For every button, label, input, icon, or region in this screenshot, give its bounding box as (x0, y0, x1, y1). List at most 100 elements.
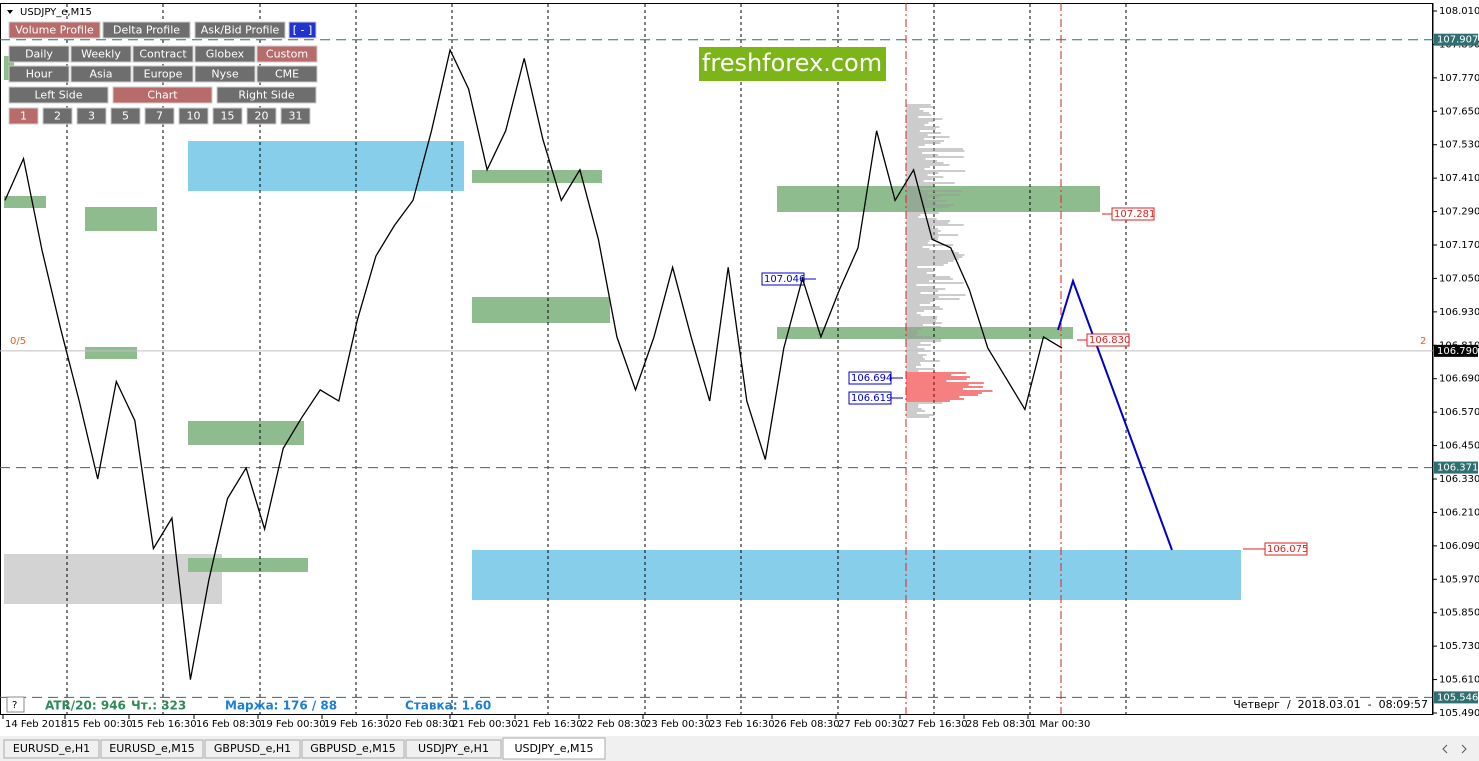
toolbar-button[interactable] (212, 107, 243, 125)
tab[interactable] (301, 739, 405, 759)
tab[interactable] (3, 739, 100, 759)
x-tick-label: 19 Feb 16:30 (324, 719, 390, 730)
zone-green (472, 297, 610, 323)
toolbar-button[interactable] (280, 107, 311, 125)
y-tick-label: 107.650 (1439, 106, 1479, 117)
annotation: 107.281 (1114, 209, 1155, 220)
toolbar-button[interactable] (110, 107, 141, 125)
toolbar-button[interactable] (194, 45, 256, 63)
toolbar-button[interactable] (178, 107, 209, 125)
toolbar-button[interactable] (8, 107, 39, 125)
y-tick-label: 105.490 (1439, 708, 1479, 719)
y-tick-label: 106.330 (1439, 474, 1479, 485)
toolbar-label: Ask/Bid Profile (201, 24, 280, 37)
zone-green (777, 186, 1100, 212)
x-tick-label: 26 Feb 08:30 (774, 719, 840, 730)
zone-gray (4, 554, 222, 604)
x-tick-label: 16 Feb 08:30 (196, 719, 262, 730)
toolbar-button[interactable] (194, 65, 256, 83)
annotation: 106.694 (851, 373, 892, 384)
toolbar-button[interactable] (8, 86, 109, 104)
y-tick-label: 107.170 (1439, 240, 1479, 251)
y-tick-label: 106.450 (1439, 441, 1479, 452)
x-tick-label: 21 Feb 00:30 (452, 719, 518, 730)
toolbar-button[interactable] (8, 65, 70, 83)
toolbar-button[interactable] (194, 21, 286, 39)
toolbar-button[interactable] (246, 107, 277, 125)
toolbar-button[interactable] (216, 86, 317, 104)
toolbar-button[interactable] (256, 65, 318, 83)
toolbar-button[interactable] (42, 107, 73, 125)
tab[interactable] (405, 739, 502, 759)
y-tick-label: 106.090 (1439, 541, 1479, 552)
toolbar-button[interactable] (70, 65, 132, 83)
projection-line (1057, 277, 1173, 551)
x-tick-label: 19 Feb 00:30 (260, 719, 326, 730)
x-tick-label: 23 Feb 16:30 (709, 719, 775, 730)
toolbar-label: Daily (25, 48, 53, 61)
annotation: 106.075 (1267, 544, 1308, 555)
y-tick-label: 107.050 (1439, 273, 1479, 284)
price-line (4, 48, 1063, 680)
tab-label: EURUSD_e,M15 (109, 742, 194, 755)
y-tick-label: 107.530 (1439, 140, 1479, 151)
toolbar-button[interactable] (8, 45, 70, 63)
current-price-box (1434, 344, 1478, 357)
toolbar-label: Right Side (238, 89, 294, 102)
tab[interactable] (502, 737, 606, 760)
zone-green (4, 196, 46, 208)
tab[interactable] (100, 739, 204, 759)
level-box (1434, 691, 1478, 704)
zone-green (85, 347, 137, 359)
toolbar-button[interactable] (8, 21, 101, 39)
toolbar-button[interactable] (132, 65, 194, 83)
zone-green (188, 558, 308, 572)
symbol-title: USDJPY_e,M15 (20, 7, 92, 18)
marker: 2 (1420, 336, 1426, 347)
x-tick-label: 28 Feb 08:30 (966, 719, 1032, 730)
toolbar-button[interactable] (70, 45, 132, 63)
tab-label: USDJPY_e,M15 (514, 742, 593, 755)
tab-label: GBPUSD_e,M15 (310, 742, 395, 755)
menu-arrow[interactable] (7, 10, 13, 14)
toolbar-label: Europe (144, 68, 183, 81)
toolbar-button[interactable] (132, 45, 194, 63)
toolbar-button[interactable] (256, 45, 318, 63)
tab-scroll[interactable] (1442, 744, 1467, 754)
server-time: Четверг / 2018.03.01 - 08:09:57 (1233, 698, 1428, 711)
x-tick-label: 1 Mar 00:30 (1030, 719, 1090, 730)
toolbar-label: CME (275, 68, 299, 81)
toolbar-label: Custom (266, 48, 308, 61)
toolbar-button[interactable] (144, 107, 175, 125)
toolbar-label: 15 (221, 110, 235, 123)
x-tick-label: 20 Feb 08:30 (389, 719, 455, 730)
toolbar-label: 10 (187, 110, 201, 123)
toolbar-label: 5 (122, 110, 129, 123)
tab-label: USDJPY_e,H1 (418, 742, 489, 755)
toolbar-label: 7 (156, 110, 163, 123)
toolbar-button[interactable] (288, 21, 317, 39)
help-button[interactable] (6, 696, 25, 713)
rate: Ставка: 1.60 (405, 699, 491, 713)
watermark: freshforex.com (702, 49, 882, 77)
y-tick-label: 105.730 (1439, 641, 1479, 652)
help: ? (12, 700, 17, 711)
tab-label: GBPUSD_e,H1 (214, 742, 291, 755)
tab[interactable] (204, 739, 301, 759)
annotation-box (1264, 542, 1308, 556)
annotation-box (1086, 333, 1130, 347)
toolbar-label: Nyse (211, 68, 238, 81)
x-tick-label: 27 Feb 00:30 (838, 719, 904, 730)
x-tick-label: 21 Feb 16:30 (517, 719, 583, 730)
toolbar-label: Weekly (81, 48, 121, 61)
toolbar-button[interactable] (102, 21, 191, 39)
zone-green (777, 327, 1073, 339)
toolbar-label: 1 (20, 110, 27, 123)
toolbar-button[interactable] (112, 86, 213, 104)
x-tick-label: 15 Feb 16:30 (131, 719, 197, 730)
margin: Маржа: 176 / 88 (225, 699, 337, 713)
count: Чт.: 323 (131, 699, 186, 713)
toolbar-button[interactable] (76, 107, 107, 125)
